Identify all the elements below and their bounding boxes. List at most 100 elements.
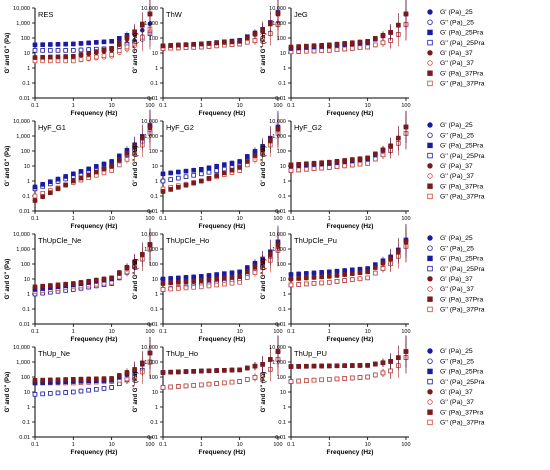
- data-point: [176, 275, 181, 281]
- data-point: [40, 194, 45, 199]
- data-point: [350, 363, 355, 368]
- data-point: [160, 385, 166, 390]
- y-tick-label: 0.01: [147, 209, 158, 215]
- y-tick-label: 1,000: [272, 247, 286, 253]
- data-point: [373, 156, 378, 162]
- data-point: [288, 282, 294, 288]
- data-point: [55, 42, 61, 47]
- data-point: [109, 376, 114, 381]
- data-point: [40, 377, 45, 383]
- series-G-Pa-37Pra: [160, 112, 281, 194]
- data-point: [237, 39, 242, 44]
- y-tick-label: 0.01: [19, 435, 30, 441]
- data-point: [357, 363, 363, 368]
- data-point: [140, 360, 145, 366]
- legend-label: G'' (Pa)_37: [440, 173, 474, 180]
- y-tick-label: 1: [27, 66, 30, 72]
- data-point: [327, 159, 332, 165]
- x-tick-label: 10: [109, 442, 115, 448]
- legend-marker: [427, 9, 433, 15]
- data-point: [176, 184, 181, 190]
- data-point: [268, 357, 273, 362]
- x-tick-label: 0.1: [31, 103, 39, 109]
- data-point: [191, 180, 196, 186]
- data-point: [117, 373, 122, 378]
- legend-label: G'' (Pa)_25: [440, 132, 474, 139]
- y-tick-label: 10: [24, 390, 30, 396]
- data-point: [199, 274, 204, 279]
- data-point: [357, 39, 363, 45]
- y-tick-label: 10,000: [269, 232, 286, 238]
- x-axis-title: Frequency (Hz): [199, 449, 246, 456]
- data-point: [191, 42, 196, 47]
- data-point: [71, 54, 76, 59]
- data-point: [132, 259, 137, 265]
- data-point: [388, 256, 393, 262]
- panel-title: ThUp_Ne: [38, 349, 70, 358]
- data-point: [222, 281, 227, 287]
- data-point: [109, 275, 114, 281]
- x-tick-label: 10: [237, 103, 243, 109]
- data-point: [183, 369, 189, 374]
- y-axis-title: G' and G'' (Pa): [5, 372, 11, 413]
- series-G-Pa-25Pra: [288, 0, 409, 51]
- data-point: [288, 364, 294, 369]
- y-tick-label: 10,000: [269, 6, 286, 12]
- data-point: [48, 190, 53, 196]
- legend-label: G' (Pa)_25: [440, 122, 473, 129]
- data-point: [32, 48, 38, 53]
- y-tick-label: 0.01: [275, 96, 286, 102]
- data-point: [304, 281, 309, 287]
- data-point: [373, 151, 378, 157]
- data-point: [260, 259, 265, 265]
- legend-marker: [427, 152, 433, 159]
- x-tick-label: 10: [237, 216, 243, 222]
- x-tick-label: 1: [72, 216, 75, 222]
- data-point: [94, 376, 99, 382]
- data-point: [214, 276, 219, 282]
- y-tick-label: 0.01: [275, 435, 286, 441]
- y-tick-label: 0.1: [22, 420, 30, 426]
- data-point: [252, 363, 258, 369]
- y-tick-label: 100: [277, 149, 286, 155]
- y-tick-label: 1: [283, 66, 286, 72]
- data-point: [342, 158, 347, 163]
- x-tick-label: 0.1: [31, 216, 39, 222]
- x-tick-label: 0.1: [31, 329, 39, 335]
- y-tick-label: 1,000: [272, 360, 286, 366]
- data-point: [124, 370, 130, 375]
- legend-marker: [427, 193, 433, 200]
- data-point: [191, 172, 196, 178]
- x-tick-label: 0.1: [287, 103, 295, 109]
- data-point: [237, 159, 242, 164]
- legend-3: G' (Pa)_25 G'' (Pa)_25 G' (Pa)_25Pra G'' (P…: [427, 235, 485, 314]
- y-tick-label: 0.01: [19, 322, 30, 328]
- legend-marker: [427, 409, 433, 415]
- data-point: [357, 156, 363, 162]
- series-G-Pa-37Pra: [288, 225, 409, 282]
- data-point: [40, 182, 45, 187]
- data-point: [373, 372, 378, 378]
- data-point: [357, 45, 363, 50]
- y-tick-label: 0.01: [147, 96, 158, 102]
- panel-title: HyF_G1: [38, 123, 66, 132]
- data-point: [206, 277, 212, 282]
- x-tick-label: 10: [109, 103, 115, 109]
- data-point: [199, 284, 204, 290]
- x-tick-label: 100: [145, 216, 154, 222]
- data-point: [32, 392, 38, 397]
- data-point: [55, 390, 61, 396]
- data-point: [296, 282, 301, 287]
- data-point: [214, 381, 219, 386]
- y-tick-label: 10: [280, 51, 286, 57]
- y-tick-label: 0.1: [278, 420, 286, 426]
- data-point: [71, 48, 76, 53]
- data-point: [32, 42, 38, 48]
- data-point: [304, 378, 309, 383]
- data-point: [109, 39, 114, 44]
- x-tick-label: 10: [365, 216, 371, 222]
- data-point: [101, 376, 107, 381]
- data-point: [191, 369, 196, 374]
- data-point: [350, 162, 355, 168]
- y-tick-label: 1: [283, 179, 286, 185]
